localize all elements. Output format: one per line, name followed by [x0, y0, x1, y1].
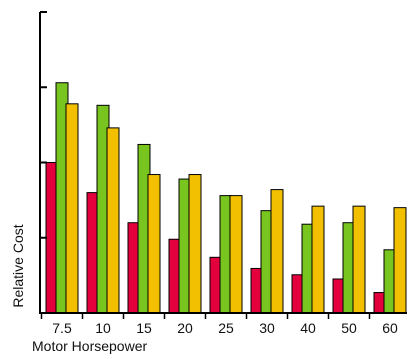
x-axis-title: Motor Horsepower — [32, 338, 147, 354]
bar-s3-7_5 — [65, 103, 79, 314]
x-tick-label-25: 25 — [218, 320, 234, 336]
bars-layer — [45, 82, 407, 314]
y-axis-title: Relative Cost — [10, 224, 26, 307]
bar-s3-10 — [106, 127, 120, 314]
bar-s3-20 — [188, 174, 202, 314]
x-tick-label-30: 30 — [259, 320, 275, 336]
x-tick-label-15: 15 — [136, 320, 152, 336]
x-tick-label-7_5: 7.5 — [52, 320, 72, 336]
axes-layer — [39, 11, 407, 319]
bar-s3-50 — [352, 205, 366, 314]
x-tick-label-50: 50 — [341, 320, 357, 336]
labels-layer: Motor Horsepower Relative Cost 7.5 10 15 20… — [10, 224, 398, 354]
bar-s3-60 — [393, 207, 407, 314]
bar-s3-40 — [311, 205, 325, 314]
x-tick-label-40: 40 — [300, 320, 316, 336]
bar-s3-15 — [147, 174, 161, 314]
bar-s3-30 — [270, 189, 284, 314]
x-tick-label-60: 60 — [382, 320, 398, 336]
bar-s3-25 — [229, 195, 243, 314]
x-tick-label-20: 20 — [177, 320, 193, 336]
x-tick-label-10: 10 — [95, 320, 111, 336]
